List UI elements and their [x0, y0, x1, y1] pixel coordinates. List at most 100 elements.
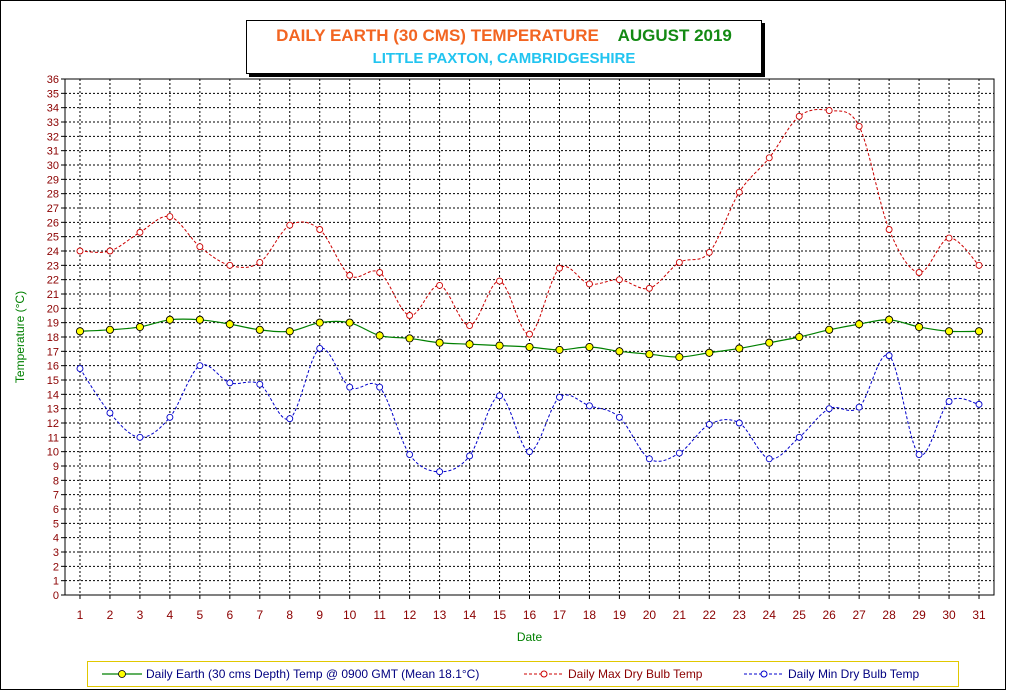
data-point-max	[106, 247, 114, 255]
data-point-max	[915, 269, 923, 276]
data-point-min	[615, 413, 623, 421]
x-tick-label: 28	[882, 608, 896, 622]
data-point-max	[166, 213, 174, 221]
data-point-earth	[795, 332, 804, 342]
x-tick-label: 14	[463, 608, 477, 622]
x-tick-label: 30	[942, 608, 956, 622]
y-tick-label: 21	[47, 289, 59, 301]
data-point-max	[466, 322, 474, 329]
data-point-earth	[195, 315, 204, 324]
data-point-earth	[375, 331, 384, 340]
data-point-min	[885, 352, 893, 360]
data-point-earth	[585, 342, 594, 352]
x-tick-label: 11	[373, 608, 386, 622]
data-point-max	[226, 261, 234, 269]
x-tick-label: 26	[822, 608, 836, 622]
data-point-min	[585, 402, 593, 410]
x-tick-label: 10	[343, 608, 357, 622]
data-point-earth	[495, 341, 504, 350]
data-point-max	[735, 188, 743, 196]
data-point-earth	[944, 327, 954, 336]
y-tick-label: 8	[53, 475, 59, 487]
data-point-max	[196, 243, 204, 251]
data-point-max	[825, 107, 833, 114]
y-tick-label: 18	[47, 332, 59, 344]
data-point-max	[765, 154, 773, 162]
x-tick-label: 13	[433, 608, 447, 622]
x-tick-label: 17	[553, 608, 567, 622]
y-tick-label: 30	[47, 160, 59, 172]
data-point-earth	[675, 353, 684, 362]
y-tick-label: 1	[53, 576, 59, 588]
x-tick-label: 7	[256, 608, 263, 622]
title-box: DAILY EARTH (30 CMS) TEMPERATURE AUGUST …	[246, 20, 762, 74]
x-tick-label: 8	[286, 608, 293, 622]
y-tick-label: 3	[53, 547, 59, 559]
x-tick-label: 23	[733, 608, 747, 622]
data-point-min	[496, 392, 503, 400]
y-axis-label: Temperature (°C)	[13, 291, 27, 383]
y-tick-label: 15	[47, 375, 59, 387]
data-point-earth	[705, 348, 714, 357]
x-tick-label: 22	[703, 608, 717, 622]
data-point-min	[825, 405, 833, 413]
data-point-min	[466, 452, 474, 460]
data-point-max	[585, 280, 593, 288]
y-tick-label: 36	[47, 74, 59, 86]
y-tick-label: 34	[47, 103, 59, 115]
y-tick-label: 5	[53, 518, 59, 530]
data-point-min	[855, 403, 863, 411]
data-point-earth	[345, 318, 354, 327]
data-point-max	[496, 277, 503, 285]
data-point-max	[675, 259, 683, 266]
data-point-min	[286, 415, 294, 423]
y-tick-label: 31	[47, 146, 59, 158]
legend-min-label: Daily Min Dry Bulb Temp	[788, 667, 920, 681]
data-point-max	[256, 259, 264, 266]
y-tick-label: 7	[53, 490, 59, 502]
legend-item-max: Daily Max Dry Bulb Temp	[524, 662, 702, 686]
chart-title: DAILY EARTH (30 CMS) TEMPERATURE AUGUST …	[247, 26, 761, 46]
y-tick-label: 25	[47, 232, 59, 244]
y-tick-label: 14	[47, 389, 59, 401]
data-point-earth	[165, 315, 174, 324]
data-point-min	[975, 400, 983, 408]
data-point-max	[406, 312, 414, 319]
data-point-earth	[825, 325, 834, 334]
data-point-min	[795, 433, 803, 441]
y-tick-label: 17	[47, 346, 59, 358]
x-tick-label: 3	[137, 608, 144, 622]
y-tick-label: 26	[47, 217, 59, 229]
data-point-min	[406, 451, 414, 458]
y-tick-label: 28	[47, 189, 59, 201]
data-point-earth	[315, 318, 324, 327]
data-point-earth	[225, 320, 234, 329]
data-point-min	[645, 455, 653, 463]
y-tick-label: 27	[47, 203, 59, 215]
y-tick-label: 29	[47, 174, 59, 186]
data-point-max	[136, 228, 144, 236]
data-point-min	[316, 345, 324, 352]
y-tick-label: 0	[53, 590, 59, 602]
data-point-earth	[105, 325, 115, 334]
x-tick-label: 1	[77, 608, 84, 622]
data-point-max	[705, 248, 713, 256]
data-point-min	[556, 393, 563, 401]
data-point-max	[615, 276, 623, 284]
data-point-min	[675, 449, 683, 457]
data-point-min	[735, 419, 743, 427]
data-point-max	[376, 269, 384, 276]
data-point-earth	[285, 327, 294, 336]
y-tick-label: 19	[47, 318, 59, 330]
data-point-max	[76, 247, 84, 255]
data-point-earth	[255, 325, 264, 334]
data-point-max	[855, 122, 863, 130]
legend-earth-symbol	[102, 670, 142, 678]
data-point-earth	[885, 315, 894, 324]
data-point-earth	[765, 338, 774, 347]
data-point-earth	[465, 340, 474, 349]
data-point-max	[316, 226, 324, 233]
data-point-max	[556, 264, 563, 272]
title-month: AUGUST 2019	[617, 26, 732, 45]
data-point-earth	[645, 350, 654, 359]
